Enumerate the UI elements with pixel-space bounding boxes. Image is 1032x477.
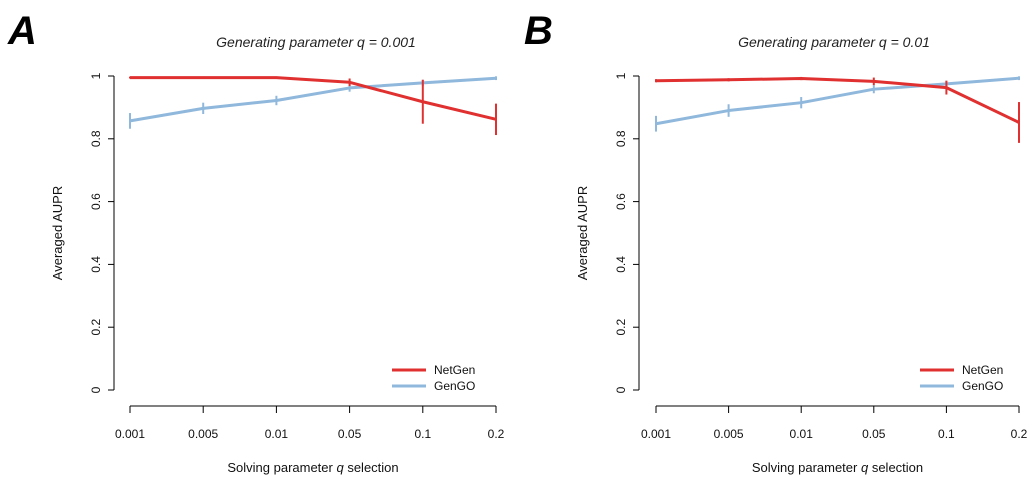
series-line-gengo: [129, 76, 497, 123]
series-gengo: [129, 76, 497, 129]
x-axis-label: Solving parameter q selection: [752, 460, 923, 475]
series-line-gengo: [655, 76, 1020, 126]
series-line-netgen: [130, 76, 497, 121]
chart-panel-a: A Generating parameter q = 0.001 0 0.2 0.4 0.…: [7, 9, 505, 475]
y-tick-label: 0.8: [614, 130, 628, 147]
x-tick-label: 0.1: [938, 427, 955, 441]
legend-label-gengo: GenGO: [434, 379, 475, 393]
legend: NetGen GenGO: [920, 363, 1003, 393]
x-tick-label: 0.2: [1011, 427, 1028, 441]
y-tick-label: 0: [614, 386, 628, 393]
x-tick-label: 0.005: [714, 427, 744, 441]
panel-letter: B: [524, 9, 553, 53]
chart-panel-b: B Generating parameter q = 0.01 0 0.2 0.4 0.6…: [524, 9, 1028, 475]
x-tick-label: 0.1: [414, 427, 431, 441]
x-tick-label: 0.05: [338, 427, 362, 441]
x-axis-label: Solving parameter q selection: [227, 460, 398, 475]
legend-label-netgen: NetGen: [962, 363, 1003, 377]
x-tick-label: 0.001: [115, 427, 145, 441]
y-tick-label: 0.6: [89, 193, 103, 210]
y-tick-label: 0.4: [89, 256, 103, 273]
legend: NetGen GenGO: [392, 363, 475, 393]
x-axis: 0.001 0.005 0.01 0.05 0.1 0.2: [641, 405, 1028, 441]
y-tick-label: 1: [614, 72, 628, 79]
y-tick-label: 0.2: [89, 319, 103, 336]
x-tick-label: 0.2: [488, 427, 505, 441]
x-tick-label: 0.05: [862, 427, 886, 441]
series-netgen: [655, 76, 1020, 143]
y-tick-label: 0: [89, 386, 103, 393]
y-tick-label: 0.6: [614, 193, 628, 210]
y-tick-label: 0.8: [89, 130, 103, 147]
y-tick-label: 1: [89, 72, 103, 79]
y-tick-label: 0.2: [614, 319, 628, 336]
x-tick-label: 0.001: [641, 427, 671, 441]
panel-letter: A: [7, 9, 37, 53]
x-axis: 0.001 0.005 0.01 0.05 0.1 0.2: [115, 405, 505, 441]
series-line-netgen: [655, 77, 1020, 124]
y-axis: 0 0.2 0.4 0.6 0.8 1: [614, 72, 640, 393]
chart-title: Generating parameter q = 0.01: [738, 34, 930, 50]
legend-label-netgen: NetGen: [434, 363, 475, 377]
x-tick-label: 0.005: [188, 427, 218, 441]
y-axis-label: Averaged AUPR: [575, 186, 590, 280]
x-tick-label: 0.01: [265, 427, 289, 441]
x-tick-label: 0.01: [790, 427, 814, 441]
y-axis: 0 0.2 0.4 0.6 0.8 1: [89, 72, 115, 393]
y-tick-label: 0.4: [614, 256, 628, 273]
series-netgen: [129, 76, 497, 136]
series-gengo: [655, 76, 1020, 132]
chart-title: Generating parameter q = 0.001: [216, 34, 416, 50]
legend-label-gengo: GenGO: [962, 379, 1003, 393]
y-axis-label: Averaged AUPR: [50, 186, 65, 280]
